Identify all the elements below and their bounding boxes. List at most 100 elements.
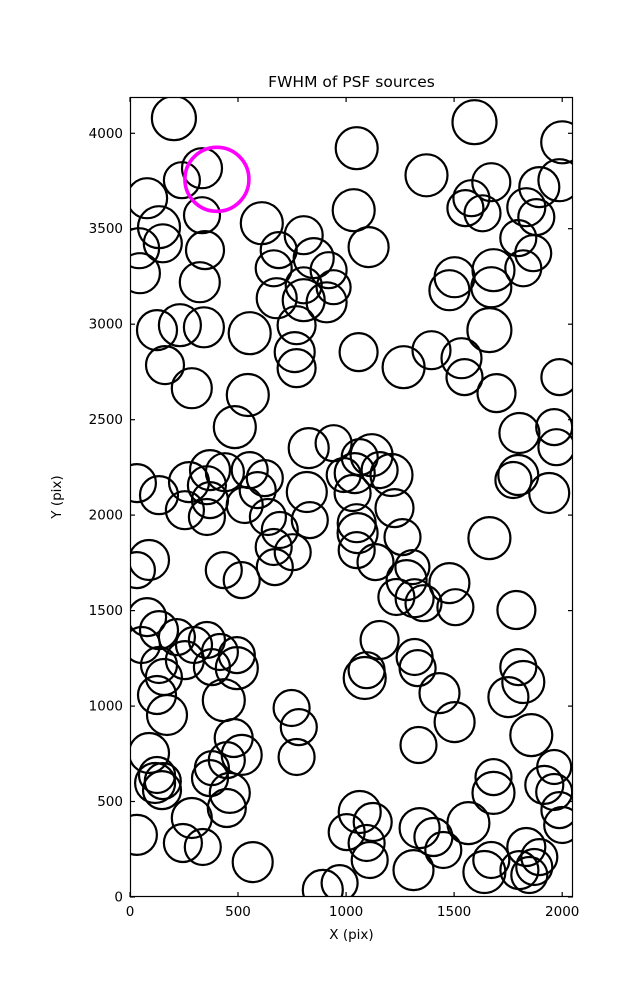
psf-source-circle bbox=[451, 99, 498, 146]
psf-source-circle bbox=[404, 584, 443, 623]
axes-spines bbox=[129, 96, 574, 898]
highlighted-source-circle bbox=[183, 145, 251, 214]
psf-source-circle bbox=[433, 700, 476, 744]
psf-source-circle bbox=[130, 463, 157, 504]
psf-source-circle bbox=[130, 252, 161, 295]
psf-source-circle bbox=[462, 849, 507, 895]
psf-source-circle bbox=[498, 411, 541, 455]
psf-source-circle bbox=[394, 578, 435, 619]
psf-source-circle bbox=[336, 503, 377, 544]
psf-source-circle bbox=[446, 189, 485, 228]
psf-source-circle bbox=[501, 659, 546, 705]
psf-source-circle bbox=[150, 97, 197, 142]
x-axis-label: X (pix) bbox=[329, 927, 374, 943]
psf-source-circle bbox=[395, 637, 434, 677]
psf-source-circle bbox=[399, 725, 438, 765]
psf-source-circle bbox=[524, 764, 565, 806]
psf-source-circle bbox=[347, 226, 390, 269]
psf-source-circle bbox=[471, 248, 516, 293]
psf-source-circle bbox=[192, 647, 231, 687]
x-tick-label: 1000 bbox=[329, 904, 363, 920]
psf-source-circle bbox=[347, 823, 386, 863]
psf-source-circle bbox=[164, 490, 205, 531]
psf-source-circle bbox=[231, 840, 274, 884]
psf-source-circle bbox=[157, 303, 202, 348]
psf-source-circle bbox=[510, 855, 549, 895]
x-tick-label: 2000 bbox=[545, 904, 579, 920]
psf-source-circle bbox=[213, 717, 254, 759]
psf-source-circle bbox=[540, 120, 573, 165]
psf-source-circle bbox=[187, 620, 226, 660]
psf-source-circle bbox=[320, 864, 359, 897]
psf-source-circle bbox=[208, 771, 251, 815]
psf-source-circle bbox=[309, 251, 348, 290]
psf-source-circle bbox=[337, 789, 382, 835]
psf-source-circle bbox=[436, 588, 475, 627]
y-tick-label: 1000 bbox=[89, 699, 123, 715]
y-tick-label: 1500 bbox=[89, 603, 123, 619]
psf-source-circle bbox=[162, 161, 201, 200]
psf-source-circle bbox=[476, 373, 517, 414]
psf-source-circle bbox=[428, 269, 471, 312]
psf-source-circle bbox=[138, 475, 180, 516]
psf-source-circle bbox=[517, 198, 556, 237]
psf-sources-layer bbox=[130, 97, 573, 897]
psf-source-circle bbox=[227, 311, 272, 356]
psf-source-circle bbox=[506, 826, 547, 868]
psf-source-circle bbox=[445, 358, 484, 397]
x-tick-label: 500 bbox=[225, 904, 251, 920]
psf-source-circle bbox=[141, 769, 183, 811]
y-tick-label: 4000 bbox=[89, 126, 123, 142]
psf-source-circle bbox=[336, 511, 379, 555]
psf-source-circle bbox=[350, 840, 389, 880]
psf-source-circle bbox=[144, 345, 186, 386]
psf-source-circle bbox=[284, 266, 323, 305]
psf-source-circle bbox=[212, 405, 257, 450]
psf-source-circle bbox=[452, 179, 491, 218]
psf-source-circle bbox=[528, 471, 571, 515]
psf-source-circle bbox=[135, 309, 179, 352]
psf-source-circle bbox=[239, 201, 284, 246]
psf-source-circle bbox=[398, 806, 441, 850]
psf-source-circle bbox=[315, 269, 352, 306]
y-tick-label: 3500 bbox=[89, 221, 123, 237]
psf-source-circle bbox=[157, 617, 196, 657]
psf-source-circle bbox=[506, 187, 547, 228]
y-tick-label: 500 bbox=[97, 794, 123, 810]
y-tick-label: 0 bbox=[114, 890, 123, 906]
psf-source-circle bbox=[509, 712, 554, 758]
psf-source-circle bbox=[290, 500, 329, 540]
psf-source-circle bbox=[188, 449, 232, 492]
psf-source-circle bbox=[225, 485, 264, 525]
psf-source-circle bbox=[470, 266, 513, 309]
psf-source-circle bbox=[535, 408, 573, 447]
psf-source-circle bbox=[520, 837, 559, 877]
psf-source-circle bbox=[472, 840, 511, 880]
psf-source-circle bbox=[504, 249, 543, 288]
psf-source-circle bbox=[130, 813, 158, 856]
psf-source-circle bbox=[285, 470, 328, 514]
psf-source-circle bbox=[130, 177, 169, 220]
psf-source-circle bbox=[428, 561, 471, 605]
psf-source-circle bbox=[404, 153, 449, 198]
psf-source-circle bbox=[499, 647, 538, 687]
psf-source-circle bbox=[374, 488, 415, 529]
psf-source-circle bbox=[183, 827, 222, 867]
psf-source-circle bbox=[206, 787, 247, 829]
psf-source-circle bbox=[272, 688, 311, 728]
psf-source-circle bbox=[254, 249, 293, 288]
psf-source-circle bbox=[496, 589, 537, 631]
psf-source-circle bbox=[222, 560, 261, 600]
y-tick-label: 2000 bbox=[89, 508, 123, 524]
psf-source-circle bbox=[162, 822, 203, 864]
psf-source-circle bbox=[499, 219, 538, 258]
psf-source-circle bbox=[334, 126, 379, 171]
psf-source-circle bbox=[255, 547, 294, 587]
psf-source-circle bbox=[471, 770, 516, 816]
psf-source-circle bbox=[394, 548, 431, 586]
psf-source-circle bbox=[342, 655, 387, 701]
x-tick-label: 0 bbox=[126, 904, 135, 920]
psf-source-circle bbox=[130, 227, 161, 270]
psf-source-circle bbox=[292, 237, 335, 280]
